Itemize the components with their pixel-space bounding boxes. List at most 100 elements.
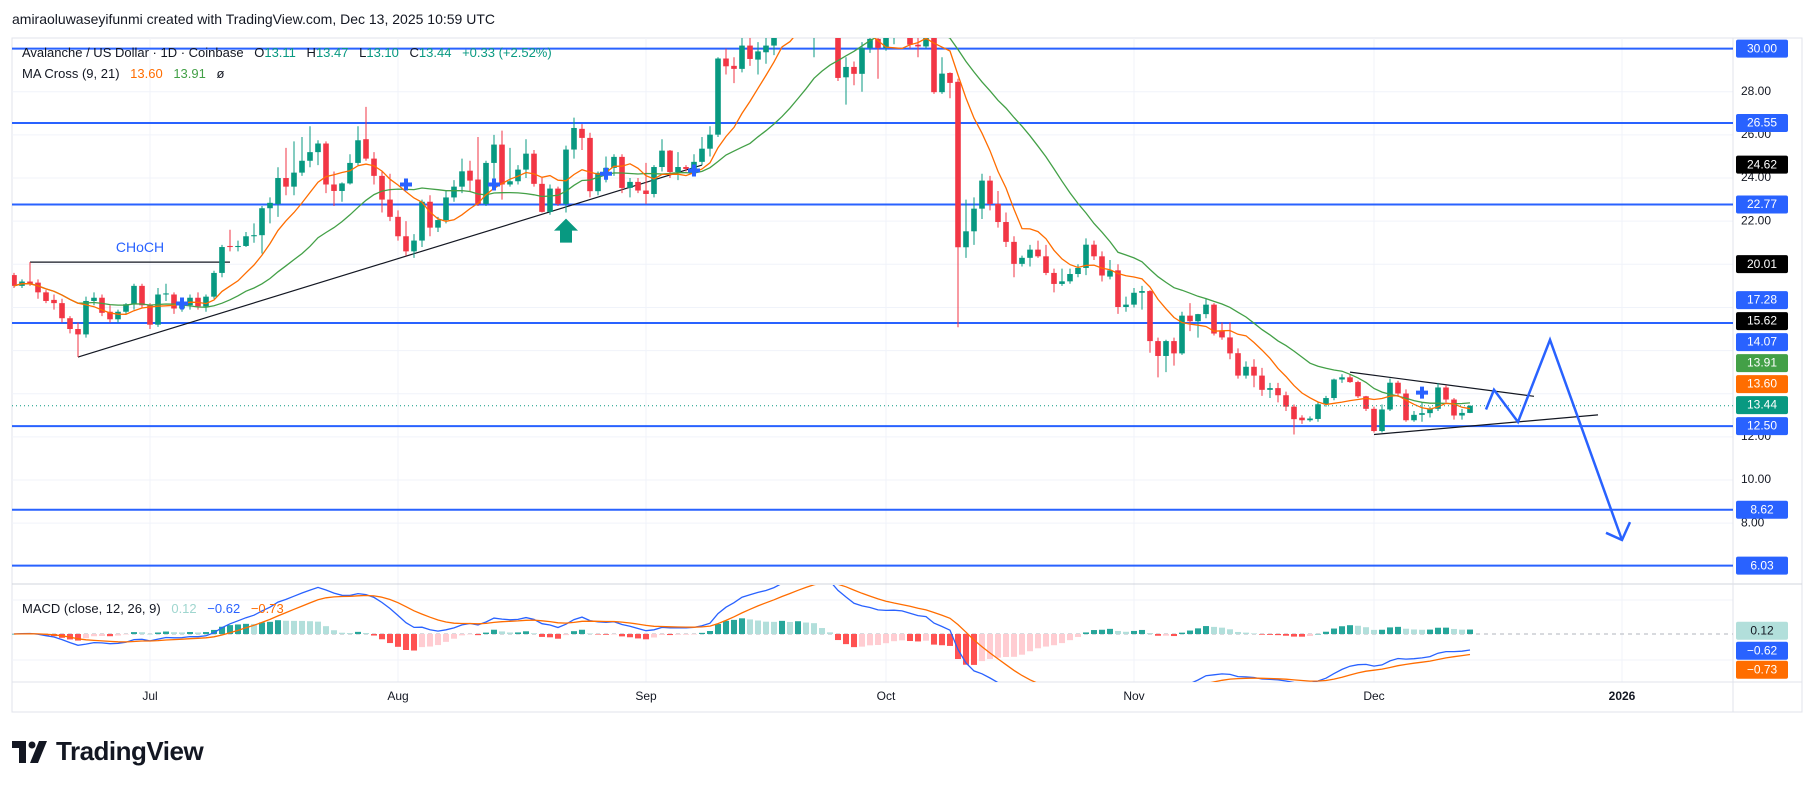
candle	[467, 160, 473, 191]
macd-histogram-bar	[875, 634, 881, 645]
macd-histogram-bar	[1451, 628, 1457, 634]
candle	[291, 141, 297, 196]
candle	[59, 298, 65, 323]
macd-histogram-bar	[859, 634, 865, 647]
price-axis-badge: 22.77	[1736, 195, 1788, 214]
candle-body	[67, 318, 73, 330]
candle	[283, 147, 289, 196]
candle-body	[1267, 388, 1273, 390]
macd-histogram-bar	[587, 633, 593, 634]
choch-label: CHoCH	[116, 239, 164, 255]
macd-axis-badge: 0.12	[1736, 621, 1788, 640]
macd-histogram-bar	[883, 634, 889, 644]
candle-body	[1251, 366, 1257, 376]
macd-histogram-bar	[1195, 628, 1201, 634]
candle	[219, 244, 225, 278]
candle-body	[915, 44, 921, 47]
symbol-title[interactable]: Avalanche / US Dollar · 1D · Coinbase	[22, 45, 244, 60]
macd-histogram-bar	[795, 621, 801, 634]
ma-cross-marker-icon	[688, 164, 700, 177]
macd-histogram-bar	[1043, 634, 1049, 647]
candle	[1251, 359, 1257, 388]
candle-body	[651, 167, 657, 194]
candle	[243, 231, 249, 248]
candle	[1243, 361, 1249, 379]
tradingview-logo-icon	[12, 740, 47, 763]
candle-body	[459, 171, 465, 187]
time-axis-label: Nov	[1123, 689, 1144, 703]
candle-body	[963, 231, 969, 248]
macd-histogram-bar	[411, 634, 417, 651]
candle-body	[843, 66, 849, 78]
price-badge-bg	[1736, 641, 1788, 660]
tradingview-logo[interactable]: TradingView	[12, 736, 204, 767]
candle	[675, 152, 681, 181]
candle	[971, 197, 977, 245]
candle-body	[12, 275, 17, 286]
candle	[1179, 311, 1185, 355]
candle-body	[1083, 244, 1089, 268]
candle-body	[1379, 409, 1385, 432]
candle-body	[555, 188, 561, 204]
macd-histogram-bar	[787, 621, 793, 634]
candle-body	[243, 236, 249, 246]
macd-histogram-bar	[491, 629, 497, 634]
macd-histogram-bar	[1347, 625, 1353, 634]
candle-body	[979, 180, 985, 209]
candle-body	[971, 208, 977, 232]
macd-histogram-bar	[75, 634, 81, 641]
macd-title[interactable]: MACD (close, 12, 26, 9)	[22, 601, 161, 616]
candle-body	[347, 162, 353, 184]
candle-body	[1075, 267, 1081, 275]
candle-body	[1219, 330, 1225, 338]
candle-body	[747, 45, 753, 59]
candle-body	[131, 285, 137, 305]
price-axis-badge: 13.60	[1736, 375, 1788, 394]
candle	[1187, 303, 1193, 332]
candle	[771, 38, 777, 56]
candle-body	[579, 128, 585, 138]
candle-body	[395, 216, 401, 237]
candle	[51, 294, 57, 310]
macd-histogram-bar	[851, 634, 857, 648]
macd-histogram-bar	[355, 631, 361, 634]
candle	[819, 0, 825, 31]
candle-body	[931, 38, 937, 93]
candle-body	[867, 38, 873, 48]
candle	[1203, 298, 1209, 319]
candle-body	[435, 220, 441, 228]
macd-histogram-bar	[675, 634, 681, 635]
candle	[1371, 406, 1377, 433]
candle	[875, 38, 881, 79]
candle	[363, 106, 369, 161]
candle	[723, 48, 729, 75]
candle	[1075, 264, 1081, 278]
macd-histogram-bar	[275, 620, 281, 634]
candle	[507, 147, 513, 187]
candle	[579, 124, 585, 150]
candle	[1443, 385, 1449, 403]
macd-histogram-bar	[1403, 628, 1409, 634]
macd-histogram-bar	[1171, 634, 1177, 637]
candle-body	[1403, 393, 1409, 421]
macd-histogram-bar	[667, 634, 673, 636]
candle-body	[819, 0, 825, 16]
candle-body	[1339, 377, 1345, 380]
candle-body	[755, 51, 761, 60]
macd-histogram-bar	[1027, 634, 1033, 652]
candle	[939, 57, 945, 94]
macd-histogram-bar	[1203, 626, 1209, 634]
candle	[595, 171, 601, 196]
macd-histogram-bar	[547, 634, 553, 638]
macd-histogram-bar	[899, 634, 905, 641]
candle	[211, 270, 217, 299]
candle	[1331, 378, 1337, 401]
candle	[1451, 398, 1457, 420]
price-badge-text: 20.01	[1747, 257, 1777, 271]
macd-histogram-bar	[1259, 634, 1265, 635]
macd-histogram-bar	[1443, 627, 1449, 634]
ma-cross-title[interactable]: MA Cross (9, 21)	[22, 66, 120, 81]
macd-histogram-bar	[251, 623, 257, 634]
candle-body	[675, 167, 681, 172]
